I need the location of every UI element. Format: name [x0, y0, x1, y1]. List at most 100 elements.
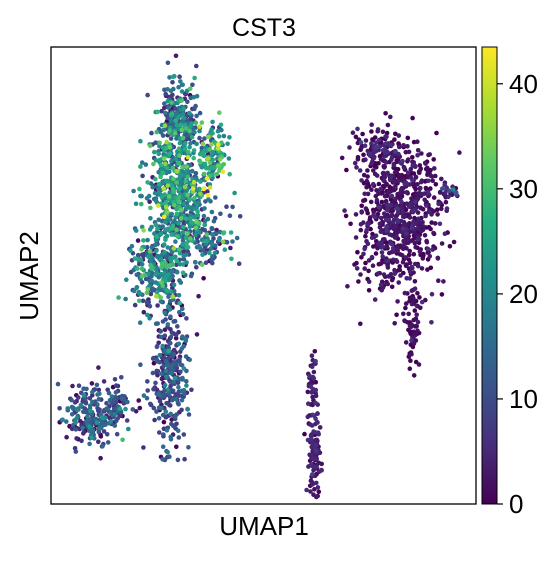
data-point	[189, 134, 195, 140]
data-point	[155, 303, 160, 308]
data-point	[175, 457, 181, 463]
data-point	[139, 201, 144, 207]
data-point	[97, 426, 103, 431]
data-point	[183, 216, 189, 222]
data-point	[402, 165, 407, 170]
data-point	[339, 155, 345, 161]
data-point	[148, 291, 154, 297]
data-point	[435, 255, 441, 261]
data-point	[309, 462, 315, 468]
data-point	[400, 158, 405, 164]
data-point	[169, 421, 174, 427]
data-point	[184, 260, 189, 265]
data-point	[199, 237, 205, 243]
data-point	[169, 158, 174, 164]
data-point	[111, 406, 117, 412]
data-point	[169, 232, 174, 237]
data-point	[177, 250, 183, 256]
data-point	[145, 180, 150, 185]
data-point	[358, 140, 364, 145]
data-point	[170, 294, 176, 299]
data-point	[366, 279, 372, 285]
data-point	[371, 168, 376, 173]
data-point	[173, 157, 179, 162]
data-point	[183, 140, 188, 146]
data-point	[184, 168, 189, 174]
data-point	[381, 177, 386, 183]
data-point	[176, 384, 181, 390]
data-point	[178, 369, 183, 375]
data-point	[96, 365, 101, 370]
data-point	[224, 204, 229, 209]
data-point	[175, 400, 181, 406]
data-point	[150, 370, 156, 376]
data-point	[379, 250, 385, 255]
data-point	[389, 241, 394, 247]
data-point	[178, 216, 184, 221]
data-point	[424, 239, 430, 245]
data-point	[180, 82, 185, 88]
data-point	[405, 135, 411, 141]
data-point	[405, 157, 411, 162]
data-point	[377, 225, 383, 230]
data-point	[207, 166, 212, 171]
data-point	[176, 199, 182, 204]
data-point	[137, 186, 142, 192]
data-point	[217, 110, 222, 115]
data-point	[149, 130, 154, 136]
data-point	[389, 212, 395, 218]
data-point	[319, 461, 325, 467]
data-point	[375, 127, 381, 132]
data-point	[415, 196, 421, 202]
data-point	[394, 158, 400, 163]
data-point	[228, 245, 233, 251]
data-point	[176, 84, 181, 90]
data-point	[400, 246, 406, 252]
data-point	[218, 211, 223, 217]
data-point	[408, 324, 414, 330]
data-point	[429, 220, 435, 225]
data-point	[412, 215, 417, 221]
data-point	[128, 248, 133, 253]
data-point	[187, 111, 192, 116]
data-point	[152, 417, 157, 423]
data-point	[390, 246, 396, 251]
data-point	[314, 494, 319, 500]
data-point	[415, 153, 420, 158]
data-point	[174, 180, 179, 185]
data-point	[419, 151, 424, 156]
data-point	[310, 412, 316, 418]
data-point	[137, 405, 143, 411]
data-point	[184, 205, 189, 211]
data-point	[182, 456, 187, 462]
data-point	[403, 305, 408, 311]
data-point	[364, 227, 369, 233]
data-point	[167, 391, 172, 396]
data-point	[395, 245, 401, 251]
data-point	[312, 430, 318, 435]
data-point	[409, 338, 414, 343]
data-point	[407, 215, 413, 220]
data-point	[375, 245, 380, 250]
data-point	[403, 231, 409, 236]
data-point	[55, 381, 61, 387]
data-point	[180, 165, 185, 170]
data-point	[72, 400, 78, 405]
data-point	[92, 416, 97, 422]
data-point	[113, 383, 119, 388]
data-point	[138, 193, 143, 199]
data-point	[153, 222, 159, 228]
data-point	[206, 156, 211, 161]
data-point	[165, 304, 171, 309]
data-point	[191, 148, 197, 153]
data-point	[177, 74, 182, 79]
data-point	[199, 145, 205, 151]
data-point	[179, 89, 185, 94]
data-point	[179, 98, 184, 103]
x-axis-label: UMAP1	[219, 511, 309, 541]
data-point	[415, 237, 421, 242]
data-point	[425, 172, 430, 177]
data-point	[230, 204, 235, 210]
data-point	[418, 305, 423, 311]
data-point	[172, 318, 178, 324]
